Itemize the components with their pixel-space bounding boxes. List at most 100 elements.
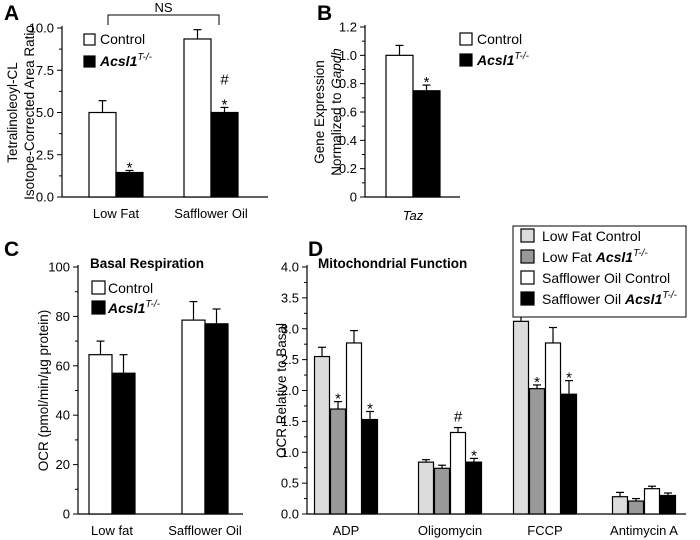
- y-tick-label: 40: [56, 408, 70, 423]
- x-tick-label: Low fat: [91, 523, 133, 538]
- bar: [111, 372, 136, 515]
- bar: [544, 342, 562, 515]
- legend-swatch: [91, 280, 106, 295]
- panel-letter: B: [317, 2, 332, 25]
- bar: [204, 323, 229, 515]
- bar: [417, 461, 435, 515]
- bar: [512, 320, 530, 515]
- y-tick-label: 2.0: [281, 383, 299, 398]
- bar: [465, 461, 483, 515]
- y-tick-label: 2.5: [36, 147, 54, 162]
- legend-label: Acsl1T-/-: [99, 52, 153, 69]
- y-axis-title: Tetralinoleoyl-CL: [5, 62, 20, 163]
- y-tick-label: 0.0: [281, 507, 299, 522]
- bar: [560, 393, 578, 515]
- x-tick-label: Safflower Oil: [174, 206, 248, 221]
- y-tick-label: 0.4: [339, 133, 357, 148]
- legend-label: Acsl1T-/-: [476, 51, 530, 68]
- y-tick-label: 0: [350, 190, 357, 205]
- significance-marker: *: [367, 400, 373, 417]
- significance-marker: *: [335, 391, 341, 408]
- bar: [643, 488, 661, 515]
- bar: [115, 171, 144, 198]
- bar: [528, 388, 546, 515]
- y-axis-title: Isotope-Corrected Area Ratio: [22, 25, 37, 200]
- y-tick-label: 20: [56, 457, 70, 472]
- bar: [611, 496, 629, 515]
- significance-marker: *: [424, 74, 430, 91]
- bar: [313, 355, 331, 515]
- legend-swatch: [83, 33, 96, 46]
- y-tick-label: 100: [48, 260, 70, 275]
- panel-d: D 0.0 0.5 1.0 1.5 2.0 2.5 3.0 3.5 4.0 OCR Relative…: [274, 225, 687, 538]
- bar: [210, 111, 239, 198]
- legend-label: Safflower Oil Control: [542, 270, 670, 286]
- x-tick-label: Low Fat: [93, 206, 140, 221]
- y-tick-label: 0.0: [36, 190, 54, 205]
- bar: [433, 467, 451, 515]
- panel-letter: A: [4, 2, 19, 25]
- y-tick-label: 0: [63, 507, 70, 522]
- significance-marker: *: [471, 447, 477, 464]
- significance-marker: *: [566, 370, 572, 387]
- y-tick-label: 7.5: [36, 63, 54, 78]
- panel-c: C 0 20 40 60 80 100 OCR (pmol/min/µg protein) Ba…: [4, 238, 243, 538]
- x-tick-label: Taz: [403, 208, 424, 223]
- legend-swatch: [520, 291, 535, 306]
- bar: [329, 408, 347, 515]
- legend-frame: [512, 225, 687, 318]
- significance-marker: *: [222, 96, 228, 113]
- significance-marker: *: [127, 159, 133, 176]
- y-tick-label: 0.2: [339, 161, 357, 176]
- legend-swatch: [459, 32, 473, 46]
- y-axis-title: OCR (pmol/min/µg protein): [36, 310, 51, 472]
- y-tick-label: 5.0: [36, 105, 54, 120]
- bar: [659, 494, 677, 515]
- legend-label: Control: [108, 280, 153, 296]
- legend-label: Control: [477, 31, 522, 47]
- y-tick-label: 2.5: [281, 352, 299, 367]
- legend-swatch: [91, 300, 106, 315]
- significance-marker: #: [454, 409, 463, 426]
- x-tick-label: Antimycin A: [610, 523, 678, 538]
- y-tick-label: 3.5: [281, 290, 299, 305]
- legend-swatch: [520, 249, 535, 264]
- bar: [361, 418, 379, 515]
- y-tick-label: 0.8: [339, 76, 357, 91]
- y-tick-label: 0.5: [281, 476, 299, 491]
- bar: [385, 54, 414, 198]
- y-tick-label: 1.5: [281, 414, 299, 429]
- bar: [183, 38, 212, 198]
- panel-letter: D: [308, 238, 323, 261]
- legend-swatch: [459, 53, 473, 67]
- legend-swatch: [83, 55, 96, 68]
- bar: [181, 319, 206, 515]
- y-tick-label: 1.2: [339, 20, 357, 35]
- bar: [449, 431, 467, 515]
- bar: [412, 90, 441, 198]
- legend-label: Safflower Oil Acsl1T-/-: [542, 290, 678, 307]
- chart-title: Mitochondrial Function: [318, 256, 467, 271]
- panel-b: B 0 0.2 0.4 0.6 0.8 1.0 1.2 Gene Expression Norma…: [312, 2, 530, 223]
- y-tick-label: 80: [56, 309, 70, 324]
- panel-letter: C: [4, 238, 19, 261]
- legend-label: Acsl1T-/-: [107, 299, 161, 316]
- legend-label: Low Fat Control: [542, 228, 641, 244]
- legend-label: Low Fat Acsl1T-/-: [542, 248, 648, 265]
- y-tick-label: 4.0: [281, 260, 299, 275]
- chart-title: Basal Respiration: [90, 256, 204, 271]
- bar: [88, 354, 113, 515]
- bar: [627, 500, 645, 515]
- y-axis-title: Gene Expression: [312, 60, 327, 164]
- y-tick-label: 60: [56, 358, 70, 373]
- y-tick-label: 1.0: [281, 445, 299, 460]
- y-tick-label: 3.0: [281, 321, 299, 336]
- legend-swatch: [520, 228, 535, 243]
- legend-swatch: [520, 270, 535, 285]
- y-tick-label: 1.0: [339, 48, 357, 63]
- y-tick-label: 10.0: [29, 21, 54, 36]
- bar: [345, 342, 363, 515]
- y-tick-label: 0.6: [339, 105, 357, 120]
- comparison-bracket: [107, 14, 220, 25]
- bracket-label: NS: [154, 0, 172, 15]
